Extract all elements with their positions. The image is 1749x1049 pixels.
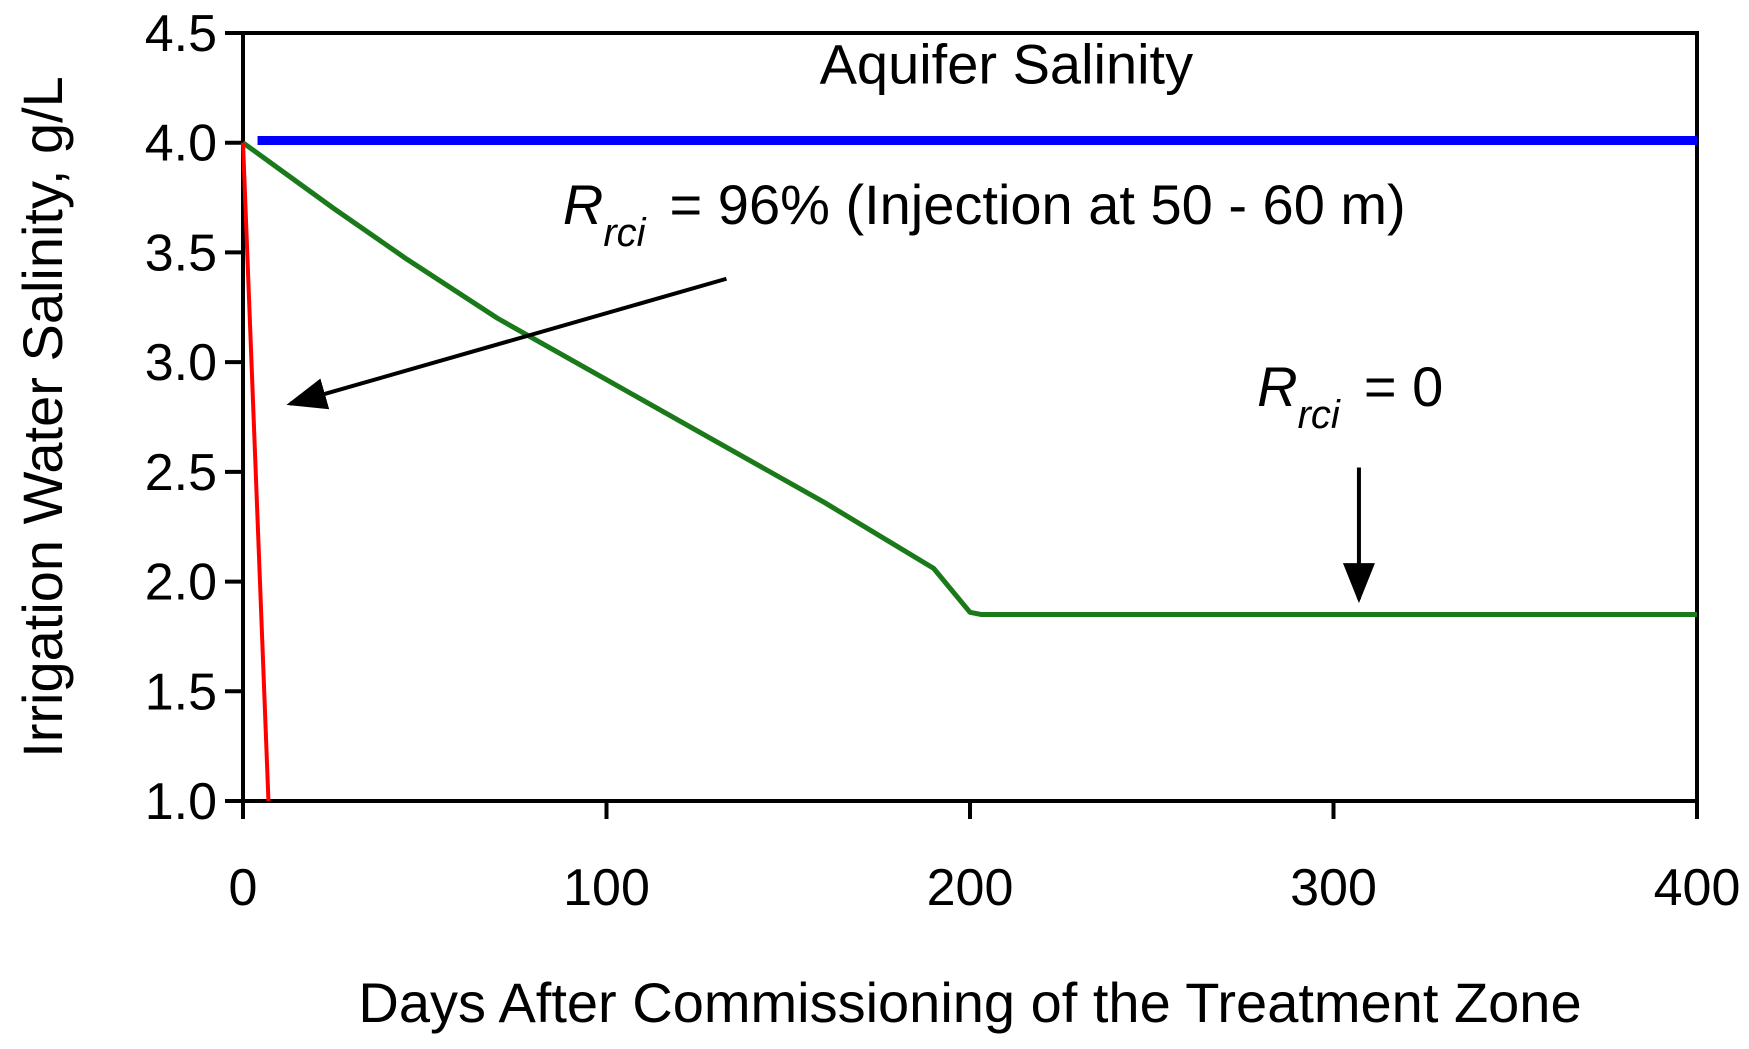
y-tick-label: 3.5: [145, 224, 217, 282]
x-tick-label: 100: [563, 859, 650, 917]
x-tick-label: 200: [927, 859, 1014, 917]
annotation-rrci-96-r: R: [563, 173, 603, 236]
annotation-rrci-96-rest: = 96% (Injection at 50 - 60 m): [670, 173, 1406, 236]
x-tick-label: 400: [1654, 859, 1741, 917]
series-rrci-96-line: [241, 142, 271, 802]
y-axis-ticks: 1.0 1.5 2.0 2.5 3.0 3.5 4.0 4.5: [145, 5, 243, 831]
y-tick-label: 4.5: [145, 5, 217, 63]
y-tick-label: 2.0: [145, 554, 217, 612]
annotation-arrows: [286, 276, 1375, 604]
y-axis-label: Irrigation Water Salinity, g/L: [11, 76, 74, 758]
plot-area: [241, 31, 1699, 803]
annotation-rrci-96-sub: rci: [603, 211, 646, 255]
y-tick-label: 2.5: [145, 444, 217, 502]
annotation-rrci-0-r: R: [1257, 355, 1297, 418]
arrow-rrci-96: [286, 276, 728, 410]
x-tick-label: 0: [229, 859, 258, 917]
series-rrci-0-line: [241, 140, 1697, 617]
annotation-rrci-0-rest: = 0: [1364, 355, 1443, 418]
annotation-rrci-0: Rrci = 0: [1257, 355, 1443, 437]
x-axis-label: Days After Commissioning of the Treatmen…: [358, 971, 1581, 1034]
annotation-rrci-96: Rrci = 96% (Injection at 50 - 60 m): [563, 173, 1406, 255]
x-tick-label: 300: [1290, 859, 1377, 917]
annotation-aquifer-salinity: Aquifer Salinity: [820, 32, 1194, 95]
y-tick-label: 1.0: [145, 773, 217, 831]
x-axis-ticks: 0 100 200 300 400: [229, 801, 1741, 917]
y-tick-label: 4.0: [145, 115, 217, 173]
annotation-rrci-0-sub: rci: [1298, 393, 1341, 437]
series-layer: [241, 136, 1697, 802]
y-tick-label: 1.5: [145, 663, 217, 721]
y-tick-label: 3.0: [145, 334, 217, 392]
